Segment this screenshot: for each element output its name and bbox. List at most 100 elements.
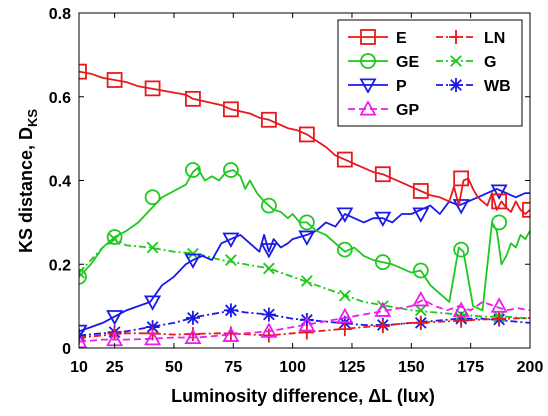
series-marker-g (338, 289, 351, 302)
series-marker-g (263, 262, 275, 275)
y-tick-label: 0.6 (49, 90, 71, 107)
series-marker-e (522, 201, 530, 218)
x-tick-label: 25 (106, 359, 124, 376)
series-line-gp (79, 298, 530, 343)
y-axis-title-subscript: KS (25, 109, 40, 127)
series-marker-p (374, 211, 392, 228)
series-marker-ge (412, 262, 429, 279)
axes: 10 25 50 75 100 125 150 175 200 0 0.2 0.4 0.6 0.8 (49, 6, 544, 376)
legend-marker-ge (360, 53, 376, 69)
legend-marker-ln (449, 30, 463, 44)
series-marker-p (184, 253, 202, 269)
series-marker-ge (223, 162, 239, 178)
legend-label-ge: GE (396, 54, 419, 71)
legend-marker-e (360, 29, 376, 45)
legend-label-ln: LN (484, 30, 505, 47)
legend-label-gp: GP (396, 102, 419, 119)
y-tick-label: 0 (62, 341, 71, 358)
legend-label-g: G (484, 54, 496, 71)
series-marker-e (223, 101, 239, 118)
x-tick-label: 10 (70, 359, 88, 376)
series-marker-ge (453, 241, 470, 258)
series-marker-e (336, 151, 353, 168)
x-tick-label: 75 (224, 359, 242, 376)
series-marker-e (79, 63, 87, 80)
series-marker-gp (374, 301, 392, 317)
legend-marker-gp (359, 100, 377, 116)
legend-marker-g (450, 55, 462, 67)
series-marker-ge (260, 197, 277, 214)
y-tick-label: 0.8 (49, 6, 71, 23)
series-marker-ge (185, 162, 201, 178)
series-marker-gp (490, 297, 508, 313)
y-axis-title: KS distance, DKS (16, 109, 40, 253)
series-marker-e (185, 90, 201, 107)
series-marker-p (106, 310, 124, 326)
series-marker-e (106, 72, 123, 88)
x-tick-label: 150 (398, 359, 425, 376)
series-marker-ge (374, 254, 391, 271)
series-marker-p (79, 324, 88, 341)
x-axis-title: Luminosity difference, ΔL (lux) (171, 386, 435, 406)
series-marker-wb (223, 303, 238, 318)
x-tick-label: 50 (165, 359, 183, 376)
series-line-wb (79, 309, 530, 337)
series-marker-p (260, 243, 278, 259)
series-marker-ge (491, 214, 508, 231)
series-marker-gp (222, 326, 240, 342)
series-marker-e (144, 80, 161, 97)
x-tick-label: 175 (457, 359, 484, 376)
x-tick-label: 125 (339, 359, 366, 376)
series-group (79, 63, 530, 348)
x-tick-label: 200 (517, 359, 544, 376)
legend-marker-wb (449, 78, 463, 92)
series-marker-gp (79, 332, 88, 348)
series-marker-gp (144, 329, 162, 346)
series-marker-gp (260, 322, 278, 338)
series-marker-g (79, 266, 85, 279)
series-marker-ge (79, 268, 87, 285)
plot-area (79, 63, 530, 348)
series-marker-p (222, 232, 240, 248)
series-marker-ln (299, 325, 314, 340)
series-marker-p (452, 199, 470, 215)
series-marker-p (144, 295, 162, 311)
legend-label-e: E (396, 30, 407, 47)
series-marker-ln (79, 330, 86, 345)
series-marker-ge (298, 214, 315, 231)
series-marker-g (300, 275, 313, 287)
y-axis-title-main: KS distance, D (16, 127, 36, 253)
series-marker-ge (144, 189, 161, 206)
series-marker-g (146, 241, 159, 254)
y-tick-label: 0.2 (49, 257, 71, 274)
series-marker-e (453, 170, 470, 187)
series-marker-p (412, 207, 430, 223)
series-marker-e (260, 111, 277, 128)
series-marker-p (336, 207, 354, 223)
series-marker-e (491, 193, 508, 210)
series-marker-wb (299, 312, 314, 327)
series-marker-g (414, 304, 427, 317)
series-marker-ge (336, 241, 353, 258)
series-marker-gp (452, 301, 470, 317)
series-marker-p (298, 230, 316, 246)
legend-label-p: P (396, 78, 407, 95)
series-marker-gp (336, 307, 354, 324)
series-marker-ln (337, 322, 352, 337)
y-tick-label: 0.4 (49, 174, 71, 191)
series-marker-g (225, 254, 237, 266)
series-marker-e (298, 126, 315, 143)
series-marker-e (374, 166, 391, 183)
series-marker-gp (298, 316, 316, 332)
series-line-ge (79, 166, 530, 312)
series-marker-ln (375, 319, 390, 334)
series-marker-e (412, 183, 429, 199)
x-tick-label: 100 (279, 359, 306, 376)
series-marker-ln (492, 311, 507, 326)
legend-label-wb: WB (484, 78, 511, 95)
series-marker-gp (412, 290, 430, 307)
series-marker-ge (106, 229, 123, 245)
legend-marker-p (359, 78, 377, 94)
series-marker-p (490, 184, 508, 200)
